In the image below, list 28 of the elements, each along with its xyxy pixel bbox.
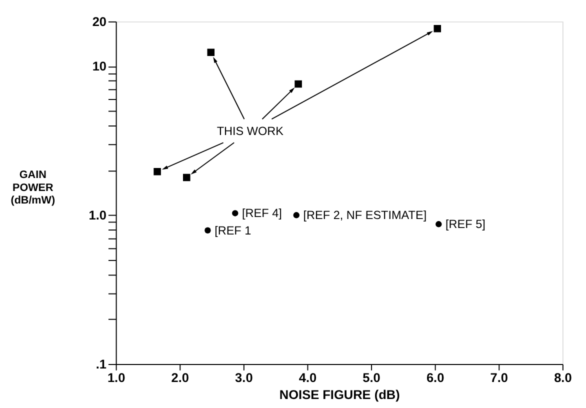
point: [154, 168, 161, 176]
annotation: [REF 1: [214, 224, 252, 238]
annotation: THIS WORK: [216, 124, 284, 138]
y-tick-label: 1.0: [88, 208, 106, 223]
point: [232, 210, 238, 216]
x-tick-label: 6.0: [426, 370, 444, 386]
x-tick-label: 2.0: [171, 370, 189, 386]
annotation: [REF 2, NF ESTIMATE]: [303, 209, 427, 222]
x-tick-label: 8.0: [554, 370, 572, 386]
x-tick-label: 7.0: [490, 370, 508, 386]
point: [293, 212, 300, 218]
point: [436, 221, 442, 228]
y-axis-title: GAIN POWER (dB/mW): [10, 169, 56, 207]
x-tick-label: 3.0: [235, 370, 253, 386]
annotation: [REF 5]: [446, 218, 486, 232]
y-tick-label: 10: [92, 58, 106, 74]
x-tick-label: 1.0: [107, 370, 126, 386]
x-tick-label: 4.0: [298, 370, 317, 386]
point: [204, 227, 211, 234]
x-axis-title: NOISE FIGURE (dB): [279, 386, 400, 402]
point: [207, 48, 215, 56]
y-tick-label: 20: [92, 14, 106, 29]
point: [183, 174, 190, 182]
point: [294, 80, 302, 88]
annotation: [REF 4]: [242, 207, 282, 220]
point: [434, 24, 442, 32]
x-tick-label: 5.0: [362, 370, 380, 386]
y-tick-label: .1: [96, 356, 106, 372]
